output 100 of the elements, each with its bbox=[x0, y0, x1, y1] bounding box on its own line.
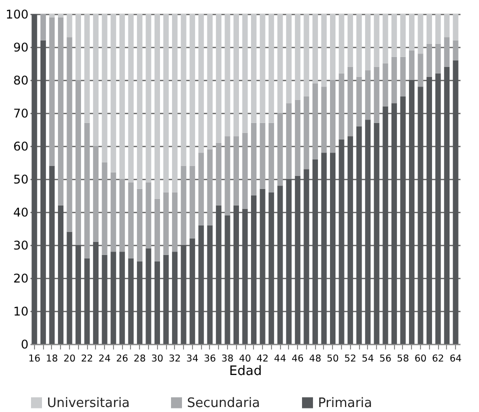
x-axis-title: Edad bbox=[229, 364, 262, 379]
bar bbox=[40, 14, 46, 40]
bar bbox=[391, 56, 397, 104]
bar bbox=[382, 64, 388, 106]
bar bbox=[119, 252, 125, 344]
bar bbox=[444, 66, 450, 344]
bar bbox=[224, 215, 230, 344]
legend-label: Universitaria bbox=[47, 396, 130, 411]
bar bbox=[408, 80, 414, 344]
bar bbox=[330, 152, 336, 344]
x-tick-label: 62 bbox=[432, 354, 444, 364]
bar bbox=[102, 162, 108, 255]
bar bbox=[180, 166, 186, 245]
bar bbox=[32, 14, 38, 344]
bar bbox=[294, 176, 300, 344]
bar bbox=[216, 14, 222, 143]
bar bbox=[233, 205, 239, 344]
x-tick-label: 34 bbox=[186, 354, 198, 364]
bar bbox=[163, 254, 169, 344]
bar bbox=[444, 37, 450, 67]
bar bbox=[110, 14, 116, 172]
bar bbox=[382, 106, 388, 344]
x-tick-label: 58 bbox=[396, 354, 410, 364]
bar bbox=[224, 136, 230, 216]
bar bbox=[348, 136, 354, 344]
bar bbox=[356, 126, 362, 344]
bar bbox=[374, 122, 380, 344]
bar bbox=[163, 14, 169, 192]
bar bbox=[128, 182, 134, 258]
bar bbox=[304, 169, 310, 344]
x-tick-label: 46 bbox=[292, 354, 304, 364]
bar bbox=[136, 188, 142, 262]
x-tick-label: 38 bbox=[221, 354, 234, 364]
bar bbox=[190, 238, 196, 344]
bar bbox=[198, 225, 204, 344]
bar bbox=[268, 192, 274, 344]
x-tick-label: 36 bbox=[204, 354, 216, 364]
x-tick-label: 16 bbox=[28, 354, 40, 364]
y-tick-label: 0 bbox=[20, 338, 28, 352]
bar bbox=[40, 40, 46, 344]
bar bbox=[93, 146, 99, 242]
bar bbox=[312, 14, 318, 84]
bar bbox=[76, 245, 82, 344]
x-tick-label: 64 bbox=[450, 354, 462, 364]
bar bbox=[119, 14, 125, 179]
bar bbox=[136, 262, 142, 344]
x-tick-label: 56 bbox=[379, 354, 392, 364]
x-tick-label: 40 bbox=[238, 354, 252, 364]
y-tick-label: 100 bbox=[6, 8, 28, 22]
bar bbox=[180, 14, 186, 166]
bar bbox=[58, 14, 64, 18]
bar bbox=[207, 225, 213, 344]
x-tick-label: 42 bbox=[256, 354, 269, 364]
bar bbox=[84, 258, 90, 344]
bar bbox=[128, 14, 134, 182]
bar bbox=[312, 159, 318, 344]
bar bbox=[277, 14, 283, 113]
bar bbox=[242, 208, 248, 344]
bar bbox=[426, 14, 432, 44]
x-tick-label: 48 bbox=[309, 354, 322, 364]
bar bbox=[444, 14, 450, 38]
bar bbox=[58, 205, 64, 344]
x-tick-label: 22 bbox=[80, 354, 94, 364]
bar bbox=[277, 186, 283, 344]
bar bbox=[338, 73, 344, 140]
bar bbox=[110, 172, 116, 252]
bar bbox=[286, 179, 292, 344]
bar bbox=[233, 14, 239, 136]
bar bbox=[312, 83, 318, 160]
bar bbox=[391, 103, 397, 344]
bar bbox=[242, 132, 248, 209]
bar bbox=[66, 14, 72, 38]
bar bbox=[136, 14, 142, 189]
bar bbox=[66, 37, 72, 232]
bar bbox=[251, 14, 257, 123]
bar bbox=[286, 14, 292, 104]
bar bbox=[286, 103, 292, 179]
bar bbox=[190, 14, 196, 166]
bar bbox=[154, 262, 160, 344]
bar bbox=[365, 70, 371, 120]
bar bbox=[418, 86, 424, 344]
bar bbox=[338, 14, 344, 74]
bar bbox=[321, 86, 327, 153]
bar bbox=[426, 44, 432, 77]
bar bbox=[330, 80, 336, 153]
bar bbox=[216, 205, 222, 344]
x-tick-label: 24 bbox=[98, 354, 111, 364]
bar bbox=[418, 14, 424, 54]
bar bbox=[180, 245, 186, 344]
bar bbox=[435, 14, 441, 44]
bar bbox=[172, 14, 178, 192]
bar bbox=[128, 258, 134, 344]
bar bbox=[408, 14, 414, 50]
bar bbox=[452, 60, 458, 344]
bar bbox=[365, 120, 371, 344]
bar bbox=[382, 14, 388, 64]
bar bbox=[110, 252, 116, 344]
bar bbox=[84, 14, 90, 123]
y-tick-label: 80 bbox=[13, 74, 28, 88]
bar bbox=[408, 50, 414, 80]
